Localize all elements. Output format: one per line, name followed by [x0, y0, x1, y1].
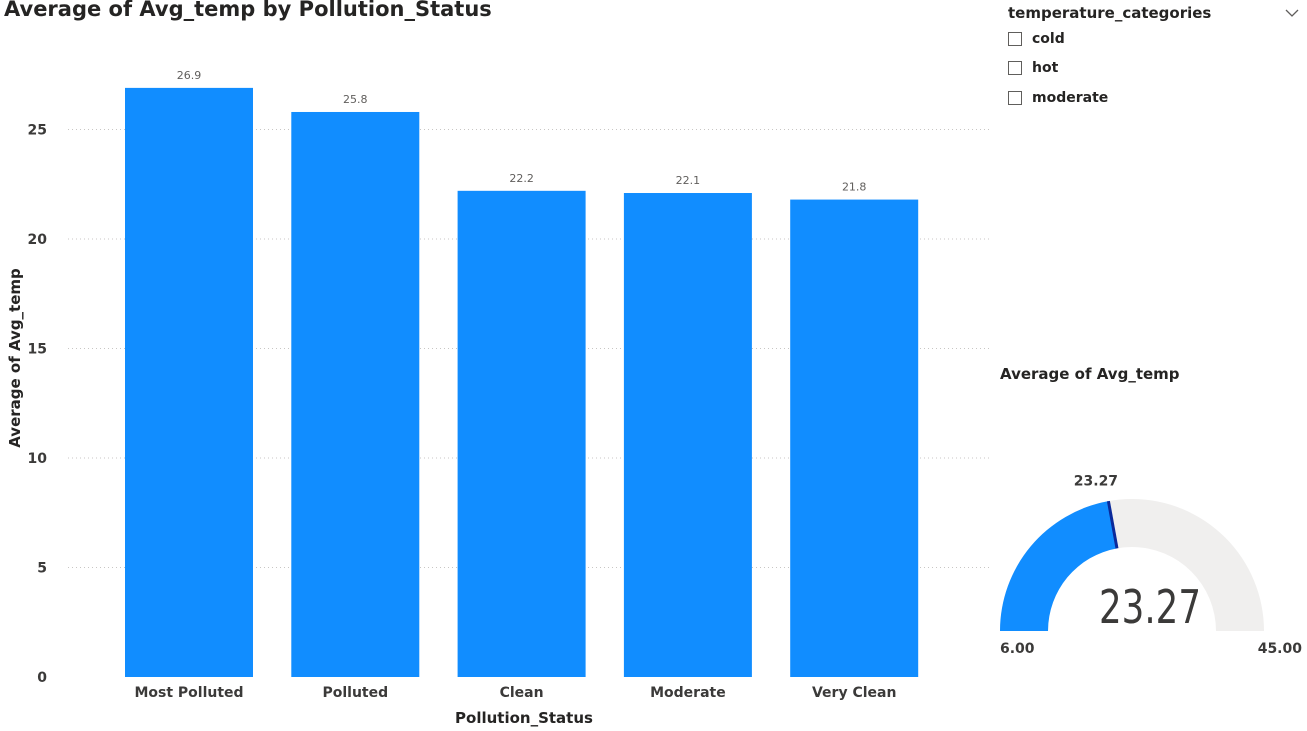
x-tick-label: Most Polluted [134, 685, 243, 701]
gauge-fill [1000, 501, 1117, 631]
slicer-item-label: cold [1032, 30, 1065, 47]
data-label: 21.8 [842, 181, 867, 194]
checkbox[interactable] [1008, 90, 1022, 105]
gauge-max-label: 45.00 [1258, 641, 1303, 657]
slicer-title: temperature_categories [1008, 4, 1212, 22]
slicer-item-hot[interactable]: hot [1008, 54, 1304, 84]
x-axis-title: Pollution_Status [455, 709, 593, 727]
gauge-min-label: 6.00 [1000, 641, 1035, 657]
bar-chart: 26.9 25.8 22.2 22.1 21.8 0 5 10 15 20 25 Most Pol… [6, 69, 992, 727]
gauge-chart: 23.27 23.27 6.00 45.00 [1000, 473, 1303, 657]
x-tick-label: Very Clean [812, 685, 896, 701]
slicer-header: temperature_categories [1008, 2, 1304, 24]
slicer-item-label: hot [1032, 60, 1059, 77]
checkbox[interactable] [1008, 61, 1022, 76]
temperature-slicer: temperature_categories cold hot moderate [1008, 2, 1304, 113]
data-label: 22.2 [509, 172, 534, 185]
bar[interactable] [457, 190, 586, 677]
bar[interactable] [623, 193, 752, 677]
checkbox[interactable] [1008, 31, 1022, 46]
y-tick-label: 15 [28, 342, 47, 358]
gauge-value: 23.27 [1099, 580, 1201, 634]
data-label: 26.9 [177, 69, 202, 82]
x-tick-label: Clean [500, 685, 544, 701]
y-tick-label: 20 [28, 232, 48, 248]
chevron-down-icon[interactable] [1280, 3, 1304, 23]
bar[interactable] [790, 199, 919, 677]
slicer-item-moderate[interactable]: moderate [1008, 83, 1304, 113]
gauge-target-label: 23.27 [1074, 473, 1118, 489]
data-label: 25.8 [343, 93, 368, 106]
gauge-target-line [1106, 500, 1119, 549]
bar[interactable] [125, 87, 253, 677]
slicer-item-cold[interactable]: cold [1008, 24, 1304, 54]
y-tick-label: 25 [28, 123, 47, 139]
x-tick-label: Moderate [650, 685, 726, 701]
data-label: 22.1 [676, 174, 701, 187]
y-tick-label: 10 [28, 451, 48, 467]
y-axis-title: Average of Avg_temp [6, 268, 24, 448]
bar-chart-title: Average of Avg_temp by Pollution_Status [4, 0, 492, 21]
y-tick-label: 5 [37, 561, 47, 577]
bar[interactable] [291, 111, 420, 678]
y-tick-label: 0 [37, 670, 47, 686]
x-tick-label: Polluted [322, 685, 388, 701]
gauge-title: Average of Avg_temp [1000, 365, 1180, 383]
slicer-item-label: moderate [1032, 89, 1109, 106]
